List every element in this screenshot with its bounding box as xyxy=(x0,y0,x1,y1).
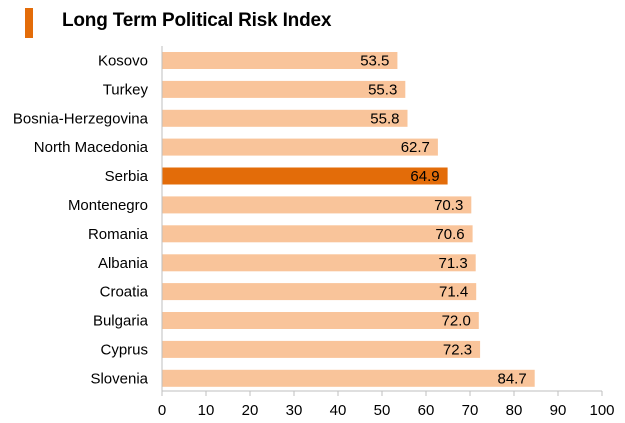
value-label-croatia: 71.4 xyxy=(439,284,468,301)
x-tick-label: 50 xyxy=(374,402,391,419)
bar-croatia xyxy=(162,283,477,301)
category-label-cyprus: Cyprus xyxy=(100,341,148,358)
x-tick-label: 20 xyxy=(242,402,259,419)
bar-montenegro xyxy=(162,196,472,214)
title-accent-bar xyxy=(25,8,33,38)
category-label-slovenia: Slovenia xyxy=(90,370,148,387)
bar-slovenia xyxy=(162,369,535,387)
value-label-slovenia: 84.7 xyxy=(497,370,526,387)
x-tick-label: 10 xyxy=(198,402,215,419)
bar-bulgaria xyxy=(162,312,479,329)
value-labels: 53.5 55.3 55.862.7 64.9 70.3 70.6 71.3 71.4 72.0… xyxy=(360,53,527,388)
bar-serbia xyxy=(162,167,448,185)
category-labels: Kosovo Turkey Bosnia-Herzegovina North Mace… xyxy=(13,53,149,388)
category-label-croatia: Croatia xyxy=(100,284,149,301)
value-label-romania: 70.6 xyxy=(435,226,464,243)
x-tick-label: 70 xyxy=(462,402,479,419)
chart-title: Long Term Political Risk Index xyxy=(62,10,332,31)
x-tick-label: 90 xyxy=(550,402,567,419)
category-label-serbia: Serbia xyxy=(105,168,149,185)
value-label-kosovo: 53.5 xyxy=(360,53,389,70)
x-tick-label: 80 xyxy=(506,402,523,419)
category-label-kosovo: Kosovo xyxy=(98,53,148,70)
bar-north-macedonia xyxy=(162,138,438,156)
category-label-montenegro: Montenegro xyxy=(68,197,148,214)
category-label-bosnia-herzegovina: Bosnia-Herzegovina xyxy=(13,110,149,127)
x-tick-label: 0 xyxy=(158,402,166,419)
bar-cyprus xyxy=(162,340,481,358)
category-label-albania: Albania xyxy=(98,255,149,272)
bar-kosovo xyxy=(162,52,398,69)
category-label-romania: Romania xyxy=(88,226,149,243)
value-label-bosnia-herzegovina: 55.8 xyxy=(370,110,399,127)
x-axis xyxy=(161,46,603,396)
x-tick-label: 100 xyxy=(589,402,614,419)
value-label-serbia: 64.9 xyxy=(410,168,439,185)
value-label-bulgaria: 72.0 xyxy=(442,313,471,330)
bar-bosnia-herzegovina xyxy=(162,109,408,127)
value-label-albania: 71.3 xyxy=(438,255,467,272)
value-label-north-macedonia: 62.7 xyxy=(401,139,430,156)
bar-romania xyxy=(162,225,473,243)
bar-albania xyxy=(162,254,476,272)
category-label-north-macedonia: North Macedonia xyxy=(34,139,149,156)
x-tick-label: 30 xyxy=(286,402,303,419)
category-label-turkey: Turkey xyxy=(103,81,149,98)
category-label-bulgaria: Bulgaria xyxy=(93,313,149,330)
x-tick-labels: 0 10 20 30 40 50 60 70 80 90 100 xyxy=(158,402,615,419)
value-label-turkey: 55.3 xyxy=(368,81,397,98)
x-tick-label: 40 xyxy=(330,402,347,419)
bar-turkey xyxy=(162,80,406,98)
x-tick-label: 60 xyxy=(418,402,435,419)
value-label-cyprus: 72.3 xyxy=(443,341,472,358)
value-label-montenegro: 70.3 xyxy=(434,197,463,214)
bars xyxy=(162,52,535,387)
